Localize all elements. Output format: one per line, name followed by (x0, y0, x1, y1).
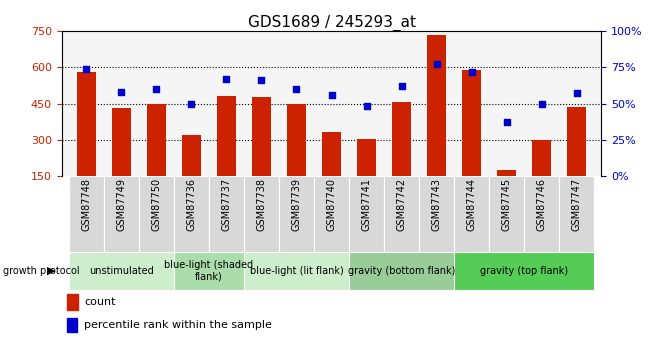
Text: GSM87740: GSM87740 (326, 178, 337, 231)
Bar (357, 139, 376, 176)
Bar (244, 252, 349, 290)
Point (116, 89, 127, 95)
Text: blue-light (shaded
flank): blue-light (shaded flank) (164, 260, 254, 282)
Text: GSM87743: GSM87743 (432, 178, 441, 231)
Bar (182, 135, 201, 176)
Bar (279, 176, 314, 252)
Bar (559, 176, 594, 252)
Bar (67, 294, 78, 310)
Text: GSM87745: GSM87745 (502, 178, 512, 231)
Text: GSM87747: GSM87747 (572, 178, 582, 231)
Bar (244, 176, 279, 252)
Point (256, 78, 266, 83)
Text: gravity (bottom flank): gravity (bottom flank) (348, 266, 455, 276)
Point (221, 76, 231, 82)
Bar (287, 104, 306, 176)
Bar (322, 132, 341, 176)
Point (361, 104, 372, 109)
Point (81, 66, 92, 71)
Bar (216, 96, 236, 176)
Bar (69, 176, 104, 252)
Bar (349, 252, 454, 290)
Point (291, 86, 302, 92)
Bar (489, 176, 524, 252)
Bar (314, 176, 349, 252)
Bar (174, 176, 209, 252)
Bar (497, 170, 516, 176)
Point (501, 120, 512, 125)
Text: ▶: ▶ (47, 266, 55, 276)
Bar (392, 102, 411, 176)
Text: GSM87750: GSM87750 (151, 178, 161, 231)
Point (536, 101, 547, 106)
Point (571, 91, 582, 96)
Bar (104, 176, 139, 252)
Bar (174, 252, 244, 290)
Bar (112, 108, 131, 176)
Text: GSM87736: GSM87736 (187, 178, 196, 231)
Point (432, 62, 442, 67)
Text: blue-light (lit flank): blue-light (lit flank) (250, 266, 343, 276)
Text: GSM87744: GSM87744 (467, 178, 476, 231)
Point (186, 101, 196, 106)
Text: GSM87739: GSM87739 (291, 178, 302, 231)
Point (467, 69, 477, 75)
Text: GSM87741: GSM87741 (361, 178, 372, 231)
Bar (147, 104, 166, 176)
Bar (69, 252, 174, 290)
Bar (454, 252, 594, 290)
Bar (462, 70, 481, 176)
Bar (427, 35, 447, 176)
Text: growth protocol: growth protocol (3, 266, 80, 276)
Bar (454, 176, 489, 252)
Text: GSM87742: GSM87742 (396, 178, 406, 231)
Bar (77, 72, 96, 176)
Bar (419, 176, 454, 252)
Point (151, 86, 162, 92)
Text: unstimulated: unstimulated (89, 266, 153, 276)
Point (326, 92, 337, 98)
Text: GSM87737: GSM87737 (222, 178, 231, 231)
Text: gravity (top flank): gravity (top flank) (480, 266, 568, 276)
Text: GSM87738: GSM87738 (257, 178, 266, 231)
Text: GSM87748: GSM87748 (81, 178, 91, 231)
Bar (209, 176, 244, 252)
Text: GSM87746: GSM87746 (537, 178, 547, 231)
Title: GDS1689 / 245293_at: GDS1689 / 245293_at (248, 15, 415, 31)
Bar (532, 140, 551, 176)
Bar (349, 176, 384, 252)
Text: count: count (84, 297, 116, 307)
Text: GSM87749: GSM87749 (116, 178, 126, 231)
Bar (567, 107, 586, 176)
Bar (252, 97, 271, 176)
Bar (67, 318, 77, 333)
Text: percentile rank within the sample: percentile rank within the sample (84, 320, 272, 330)
Point (396, 83, 407, 89)
Bar (524, 176, 559, 252)
Bar (139, 176, 174, 252)
Bar (384, 176, 419, 252)
